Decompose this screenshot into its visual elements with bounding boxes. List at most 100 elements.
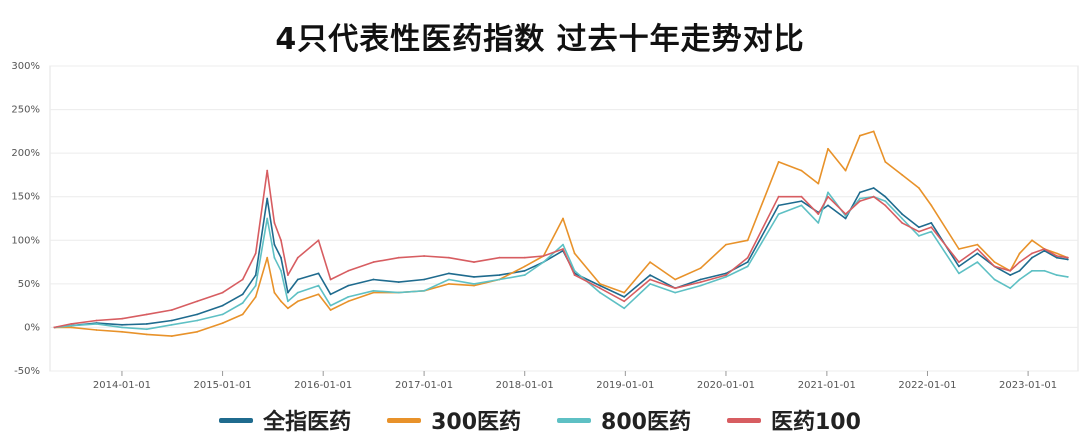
- legend-item-1[interactable]: 300医药: [387, 404, 521, 436]
- data-point: [171, 309, 173, 311]
- x-tick-label: 2014-01-01: [93, 380, 151, 391]
- data-point: [524, 270, 526, 272]
- data-point: [599, 292, 601, 294]
- data-point: [222, 305, 224, 307]
- data-point: [827, 192, 829, 194]
- data-point: [54, 327, 56, 329]
- data-point: [700, 281, 702, 283]
- data-point: [280, 270, 282, 272]
- data-point: [725, 244, 727, 246]
- data-point: [977, 244, 979, 246]
- data-point: [70, 327, 72, 329]
- data-point: [747, 257, 749, 259]
- data-point: [1056, 257, 1058, 259]
- data-point: [649, 283, 651, 285]
- data-point: [958, 266, 960, 268]
- legend-label-0: 全指医药: [263, 404, 351, 436]
- data-point: [1044, 270, 1046, 272]
- data-point: [524, 274, 526, 276]
- data-point: [674, 292, 676, 294]
- data-point: [255, 253, 257, 255]
- data-point: [287, 300, 289, 302]
- data-point: [297, 292, 299, 294]
- data-point: [918, 231, 920, 233]
- y-tick-label: 0%: [24, 322, 40, 333]
- data-point: [242, 279, 244, 281]
- data-point: [918, 226, 920, 228]
- data-point: [901, 222, 903, 224]
- legend: 全指医药 300医药 800医药 医药100: [0, 402, 1080, 438]
- data-point: [222, 322, 224, 324]
- data-point: [801, 196, 803, 198]
- data-point: [473, 285, 475, 287]
- data-point: [884, 196, 886, 198]
- x-tick-label: 2022-01-01: [898, 380, 956, 391]
- data-point: [674, 279, 676, 281]
- data-point: [543, 261, 545, 263]
- data-point: [827, 148, 829, 150]
- data-point: [287, 307, 289, 309]
- data-point: [196, 314, 198, 316]
- data-point: [423, 290, 425, 292]
- x-tick-label: 2020-01-01: [697, 380, 755, 391]
- data-point: [280, 257, 282, 259]
- y-tick-label: -50%: [14, 366, 40, 377]
- data-point: [398, 281, 400, 283]
- y-tick-label: 300%: [11, 61, 40, 72]
- data-point: [725, 276, 727, 278]
- data-point: [574, 253, 576, 255]
- data-point: [242, 314, 244, 316]
- data-point: [266, 257, 268, 259]
- data-point: [778, 205, 780, 207]
- data-point: [1044, 248, 1046, 250]
- data-point: [287, 274, 289, 276]
- data-point: [543, 255, 545, 257]
- data-point: [778, 196, 780, 198]
- data-point: [373, 292, 375, 294]
- data-point: [196, 331, 198, 333]
- data-point: [287, 292, 289, 294]
- data-point: [930, 231, 932, 233]
- data-point: [1009, 287, 1011, 289]
- data-point: [1019, 261, 1021, 263]
- data-point: [255, 296, 257, 298]
- data-point: [873, 196, 875, 198]
- data-point: [801, 205, 803, 207]
- legend-item-0[interactable]: 全指医药: [219, 404, 351, 436]
- data-point: [778, 161, 780, 163]
- data-point: [817, 213, 819, 215]
- data-point: [918, 235, 920, 237]
- series-line-0: [54, 188, 1067, 327]
- legend-item-3[interactable]: 医药100: [727, 404, 861, 436]
- data-point: [242, 302, 244, 304]
- data-point: [347, 296, 349, 298]
- data-point: [649, 261, 651, 263]
- grid-lines: [50, 66, 1078, 371]
- x-tick-label: 2016-01-01: [294, 380, 352, 391]
- legend-swatch-1: [387, 418, 421, 423]
- series-line-2: [54, 192, 1067, 329]
- data-point: [859, 198, 861, 200]
- data-point: [649, 274, 651, 276]
- legend-item-2[interactable]: 800医药: [557, 404, 691, 436]
- data-point: [274, 244, 276, 246]
- data-point: [423, 255, 425, 257]
- data-point: [242, 293, 244, 295]
- y-tick-label: 200%: [11, 148, 40, 159]
- data-point: [1019, 270, 1021, 272]
- data-point: [901, 213, 903, 215]
- data-point: [274, 222, 276, 224]
- data-point: [524, 266, 526, 268]
- data-point: [901, 218, 903, 220]
- data-point: [274, 257, 276, 259]
- data-point: [373, 279, 375, 281]
- data-point: [274, 292, 276, 294]
- line-chart: 300% 250% 200% 150% 100% 50% 0% -50% 2014-01-01 2…: [0, 0, 1080, 400]
- data-point: [977, 253, 979, 255]
- data-point: [817, 222, 819, 224]
- y-tick-label: 100%: [11, 235, 40, 246]
- data-point: [1031, 253, 1033, 255]
- data-point: [958, 248, 960, 250]
- data-point: [930, 226, 932, 228]
- data-point: [318, 239, 320, 241]
